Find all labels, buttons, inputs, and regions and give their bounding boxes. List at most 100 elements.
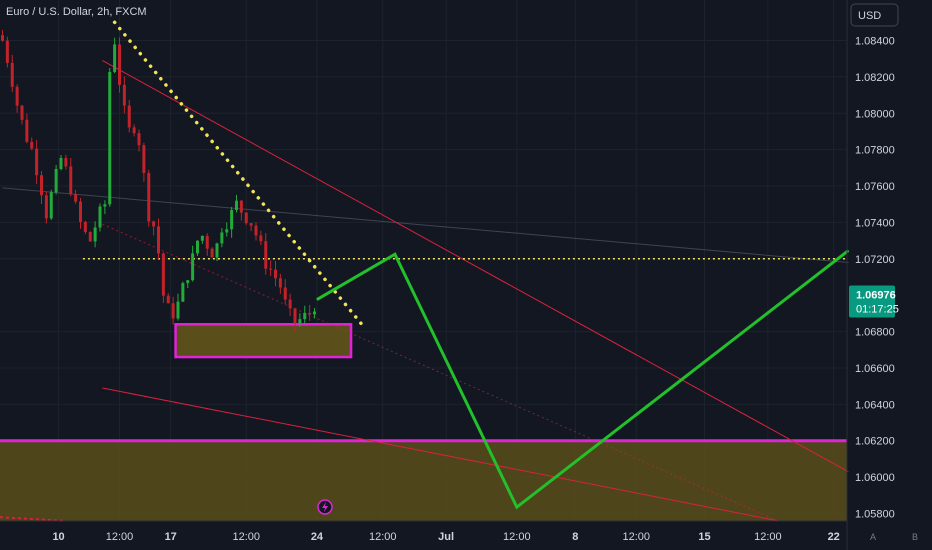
candle [274,260,277,287]
candle [122,76,126,114]
candle-body [225,229,229,233]
candle [137,129,141,152]
drawing-lines [0,20,849,522]
candle-body [25,119,29,142]
candle [88,231,92,242]
candle [313,308,316,319]
candle-body [15,86,19,106]
currency-button[interactable]: USD [850,3,899,27]
candle-body [191,253,195,281]
candle-body [288,299,292,309]
candle-body [98,206,102,228]
candle-body [235,200,238,211]
y-tick-label: 1.07800 [855,145,895,157]
x-tick-label: 12:00 [622,531,650,543]
last-price-tag: 1.06976 01:17:25 [849,285,899,318]
y-tick-label: 1.06600 [855,363,895,375]
candle-body [205,235,209,249]
candle [264,233,268,275]
channel-upper-line [102,60,849,473]
candle [308,304,312,321]
candle-body [64,157,68,167]
candle [40,171,43,204]
candle-body [69,166,73,195]
candle-body [142,145,146,174]
candle-body [1,35,4,41]
demand-zone [174,323,353,359]
price-axis[interactable]: 1.08400 1.08200 1.08000 1.07800 1.07600 1.074… [846,0,895,550]
candle [108,67,112,207]
y-tick-label: 1.07600 [855,181,895,193]
candle [20,104,24,125]
chart-title: Euro / U.S. Dollar, 2h, FXCM [6,6,147,18]
x-tick-label: Jul [438,531,454,543]
candles [1,29,316,333]
candle [1,29,4,42]
candle-body [108,71,112,205]
candle [303,305,307,324]
y-tick-label: 1.06400 [855,399,895,411]
candle [293,307,297,333]
candle [254,222,258,241]
candle [269,260,273,276]
candle-body [293,308,297,324]
candle [15,84,19,113]
projection [316,249,850,510]
x-tick-label: 22 [828,531,840,543]
candle [83,220,87,235]
candle [157,218,160,259]
candle [161,252,165,303]
candle-body [88,232,92,242]
lightning-icon[interactable] [317,499,333,515]
candle [44,191,48,224]
candle-body [103,204,107,207]
candle [186,280,190,288]
x-tick-label: 15 [698,531,710,543]
candle-body [269,268,273,270]
candle-body [249,223,253,226]
candle-body [313,311,316,315]
time-axis[interactable]: 10 12:00 17 12:00 24 12:00 Jul 12:00 8 12:00 15 12:… [0,520,847,543]
candle [278,273,282,294]
projection-point [847,250,849,252]
candle-body [274,269,277,279]
y-tick-label: 1.07200 [855,254,895,266]
candle-body [74,194,78,202]
candle [200,235,204,244]
y-tick-label: 1.08000 [855,108,895,120]
regression-line [2,187,849,263]
candle-body [239,200,243,213]
corner-label-a[interactable]: A [870,532,876,542]
candle-body [200,235,204,241]
candle [118,37,121,93]
x-tick-label: 10 [52,531,64,543]
candle-body [122,84,126,106]
corner-label-b[interactable]: B [912,532,918,542]
candle-body [278,278,282,288]
candle-body [176,301,180,319]
last-price-value: 1.06976 [856,290,896,302]
candle-body [118,44,121,85]
candle [298,313,302,328]
y-tick-label: 1.08200 [855,72,895,84]
candle-body [210,248,214,258]
candle-body [171,303,175,319]
candle-body [10,62,14,87]
channel-lower-line [102,387,778,522]
candle [239,199,243,221]
x-tick-label: 24 [311,531,324,543]
candle [152,220,156,236]
candle [191,245,195,282]
candle [103,200,107,215]
x-tick-label: 8 [572,531,578,543]
candle [142,142,146,182]
candle-body [298,319,302,324]
candle [35,140,39,185]
x-tick-label: 12:00 [754,531,782,543]
candle-body [127,105,131,128]
candle [230,206,234,238]
candle-body [54,168,58,193]
candle-body [264,241,268,269]
candle-body [259,235,263,242]
